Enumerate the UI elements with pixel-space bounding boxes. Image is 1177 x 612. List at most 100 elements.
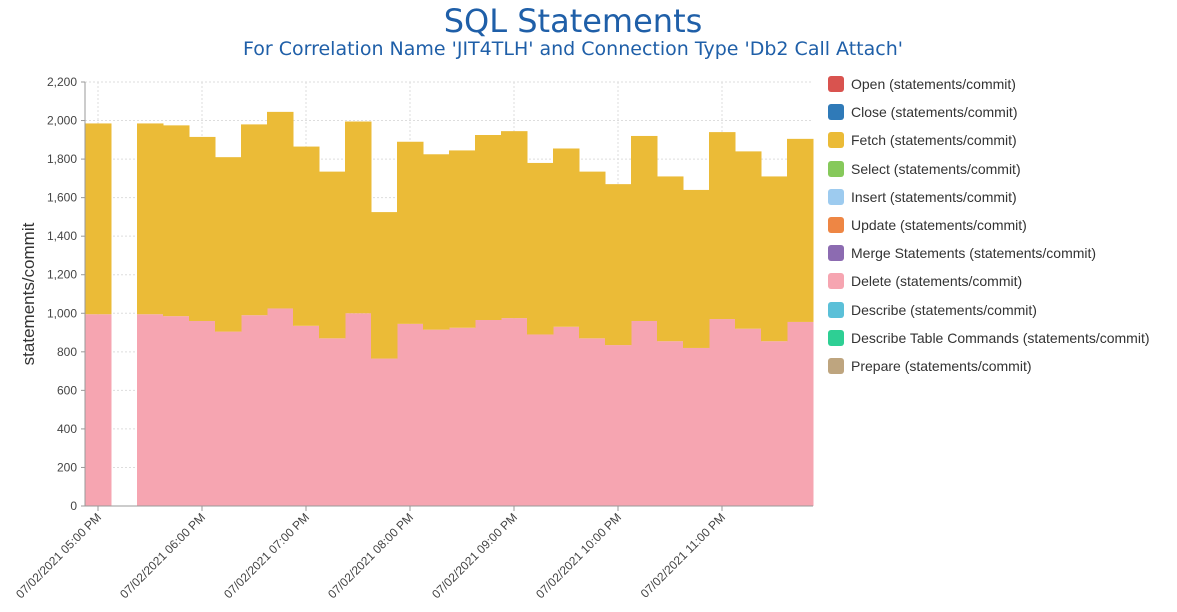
legend-item[interactable]: Update (statements/commit)	[828, 211, 1150, 239]
area-segment-fetch	[189, 136, 216, 321]
legend-swatch	[828, 76, 844, 93]
legend-item[interactable]: Merge Statements (statements/commit)	[828, 239, 1150, 267]
area-segment-fetch	[371, 212, 398, 359]
area-segment-delete	[787, 321, 814, 506]
y-tick-label: 200	[57, 460, 77, 474]
x-tick-label: 07/02/2021 05:00 PM	[13, 510, 104, 601]
area-segment-delete	[371, 358, 398, 506]
area-segment-fetch	[709, 132, 736, 320]
area-segment-fetch	[423, 154, 450, 330]
area-segment-fetch	[137, 123, 164, 315]
area-segment-delete	[657, 341, 684, 506]
area-segment-delete	[553, 326, 580, 506]
y-tick-label: 1,800	[47, 152, 77, 166]
area-segment-delete	[163, 316, 190, 506]
legend-swatch	[828, 273, 844, 290]
area-segment-delete	[345, 313, 372, 506]
area-segment-delete	[735, 328, 762, 506]
legend-label: Close (statements/commit)	[851, 104, 1018, 121]
legend-label: Open (statements/commit)	[851, 76, 1016, 93]
area-segment-fetch	[449, 150, 476, 328]
legend-label: Describe Table Commands (statements/comm…	[851, 329, 1150, 346]
x-tick-label: 07/02/2021 09:00 PM	[429, 510, 520, 601]
x-tick-label: 07/02/2021 10:00 PM	[533, 510, 624, 601]
area-segment-delete	[319, 338, 346, 506]
legend-item[interactable]: Close (statements/commit)	[828, 98, 1150, 126]
legend-swatch	[828, 301, 844, 318]
legend-label: Fetch (statements/commit)	[851, 132, 1017, 149]
area-segment-delete	[423, 329, 450, 506]
area-segment-fetch	[631, 135, 658, 321]
area-segment-fetch	[475, 135, 502, 321]
legend-label: Select (statements/commit)	[851, 160, 1021, 177]
chart-subtitle: For Correlation Name 'JIT4TLH' and Conne…	[243, 38, 903, 60]
area-segment-fetch	[215, 157, 242, 332]
legend: Open (statements/commit) Close (statement…	[828, 70, 1150, 380]
area-segment-delete	[293, 325, 320, 506]
x-tick-labels: 07/02/2021 05:00 PM 07/02/2021 06:00 PM 07…	[13, 510, 728, 601]
y-axis-title: statements/commit	[19, 222, 38, 365]
legend-swatch	[828, 104, 844, 121]
area-segment-delete	[449, 327, 476, 506]
legend-swatch	[828, 357, 844, 374]
area-segment-fetch	[787, 138, 814, 322]
legend-item[interactable]: Fetch (statements/commit)	[828, 126, 1150, 154]
y-tick-label: 0	[70, 499, 77, 513]
legend-item[interactable]: Select (statements/commit)	[828, 155, 1150, 183]
area-segment-delete	[761, 341, 788, 506]
y-tick-label: 1,400	[47, 229, 77, 243]
area-segment-delete	[137, 314, 164, 506]
y-tick-label: 1,600	[47, 191, 77, 205]
x-tick-label: 07/02/2021 08:00 PM	[325, 510, 416, 601]
legend-item[interactable]: Insert (statements/commit)	[828, 183, 1150, 211]
area-segment-delete	[501, 318, 528, 506]
sql-statements-chart: 0 200 400 600 800 1,000 1,200 1,400 1,600 1,800 2,…	[13, 75, 814, 601]
legend-swatch	[828, 160, 844, 177]
area-segment-fetch	[397, 141, 424, 324]
area-segment-fetch	[163, 125, 190, 317]
legend-label: Insert (statements/commit)	[851, 188, 1017, 205]
y-tick-label: 400	[57, 422, 77, 436]
area-segment-fetch	[501, 131, 528, 319]
y-tick-label: 1,000	[47, 306, 77, 320]
y-tick-label: 2,200	[47, 75, 77, 89]
area-segment-fetch	[553, 148, 580, 327]
area-segment-fetch	[605, 184, 632, 346]
y-tick-label: 600	[57, 383, 77, 397]
area-segment-fetch	[657, 176, 684, 342]
area-segment-fetch	[319, 171, 346, 339]
area-segment-delete	[605, 345, 632, 506]
area-segment-delete	[241, 315, 268, 506]
area-segment-delete	[579, 338, 606, 506]
area-segment-delete	[267, 308, 294, 506]
stacked-areas	[85, 111, 814, 506]
legend-label: Prepare (statements/commit)	[851, 357, 1032, 374]
area-segment-fetch	[85, 123, 112, 315]
legend-item[interactable]: Delete (statements/commit)	[828, 267, 1150, 295]
legend-item[interactable]: Open (statements/commit)	[828, 70, 1150, 98]
axes	[81, 81, 813, 511]
y-tick-label: 800	[57, 345, 77, 359]
legend-item[interactable]: Prepare (statements/commit)	[828, 352, 1150, 380]
area-segment-delete	[215, 331, 242, 506]
legend-swatch	[828, 132, 844, 149]
area-segment-delete	[85, 314, 112, 506]
area-segment-fetch	[241, 124, 268, 316]
legend-swatch	[828, 188, 844, 205]
area-segment-fetch	[345, 121, 372, 314]
area-segment-delete	[527, 334, 554, 506]
area-segment-fetch	[527, 162, 554, 335]
area-segment-fetch	[761, 176, 788, 342]
legend-item[interactable]: Describe (statements/commit)	[828, 296, 1150, 324]
x-tick-label: 07/02/2021 11:00 PM	[638, 510, 728, 600]
y-tick-labels: 0 200 400 600 800 1,000 1,200 1,400 1,600 1,800 2,…	[47, 75, 77, 513]
area-segment-fetch	[735, 151, 762, 329]
y-tick-label: 2,000	[47, 114, 77, 128]
legend-label: Update (statements/commit)	[851, 217, 1027, 234]
legend-item[interactable]: Describe Table Commands (statements/comm…	[828, 324, 1150, 352]
x-tick-label: 07/02/2021 06:00 PM	[117, 510, 208, 601]
legend-label: Describe (statements/commit)	[851, 301, 1037, 318]
area-segment-fetch	[293, 146, 320, 326]
legend-label: Delete (statements/commit)	[851, 273, 1023, 290]
area-segment-fetch	[267, 111, 294, 309]
